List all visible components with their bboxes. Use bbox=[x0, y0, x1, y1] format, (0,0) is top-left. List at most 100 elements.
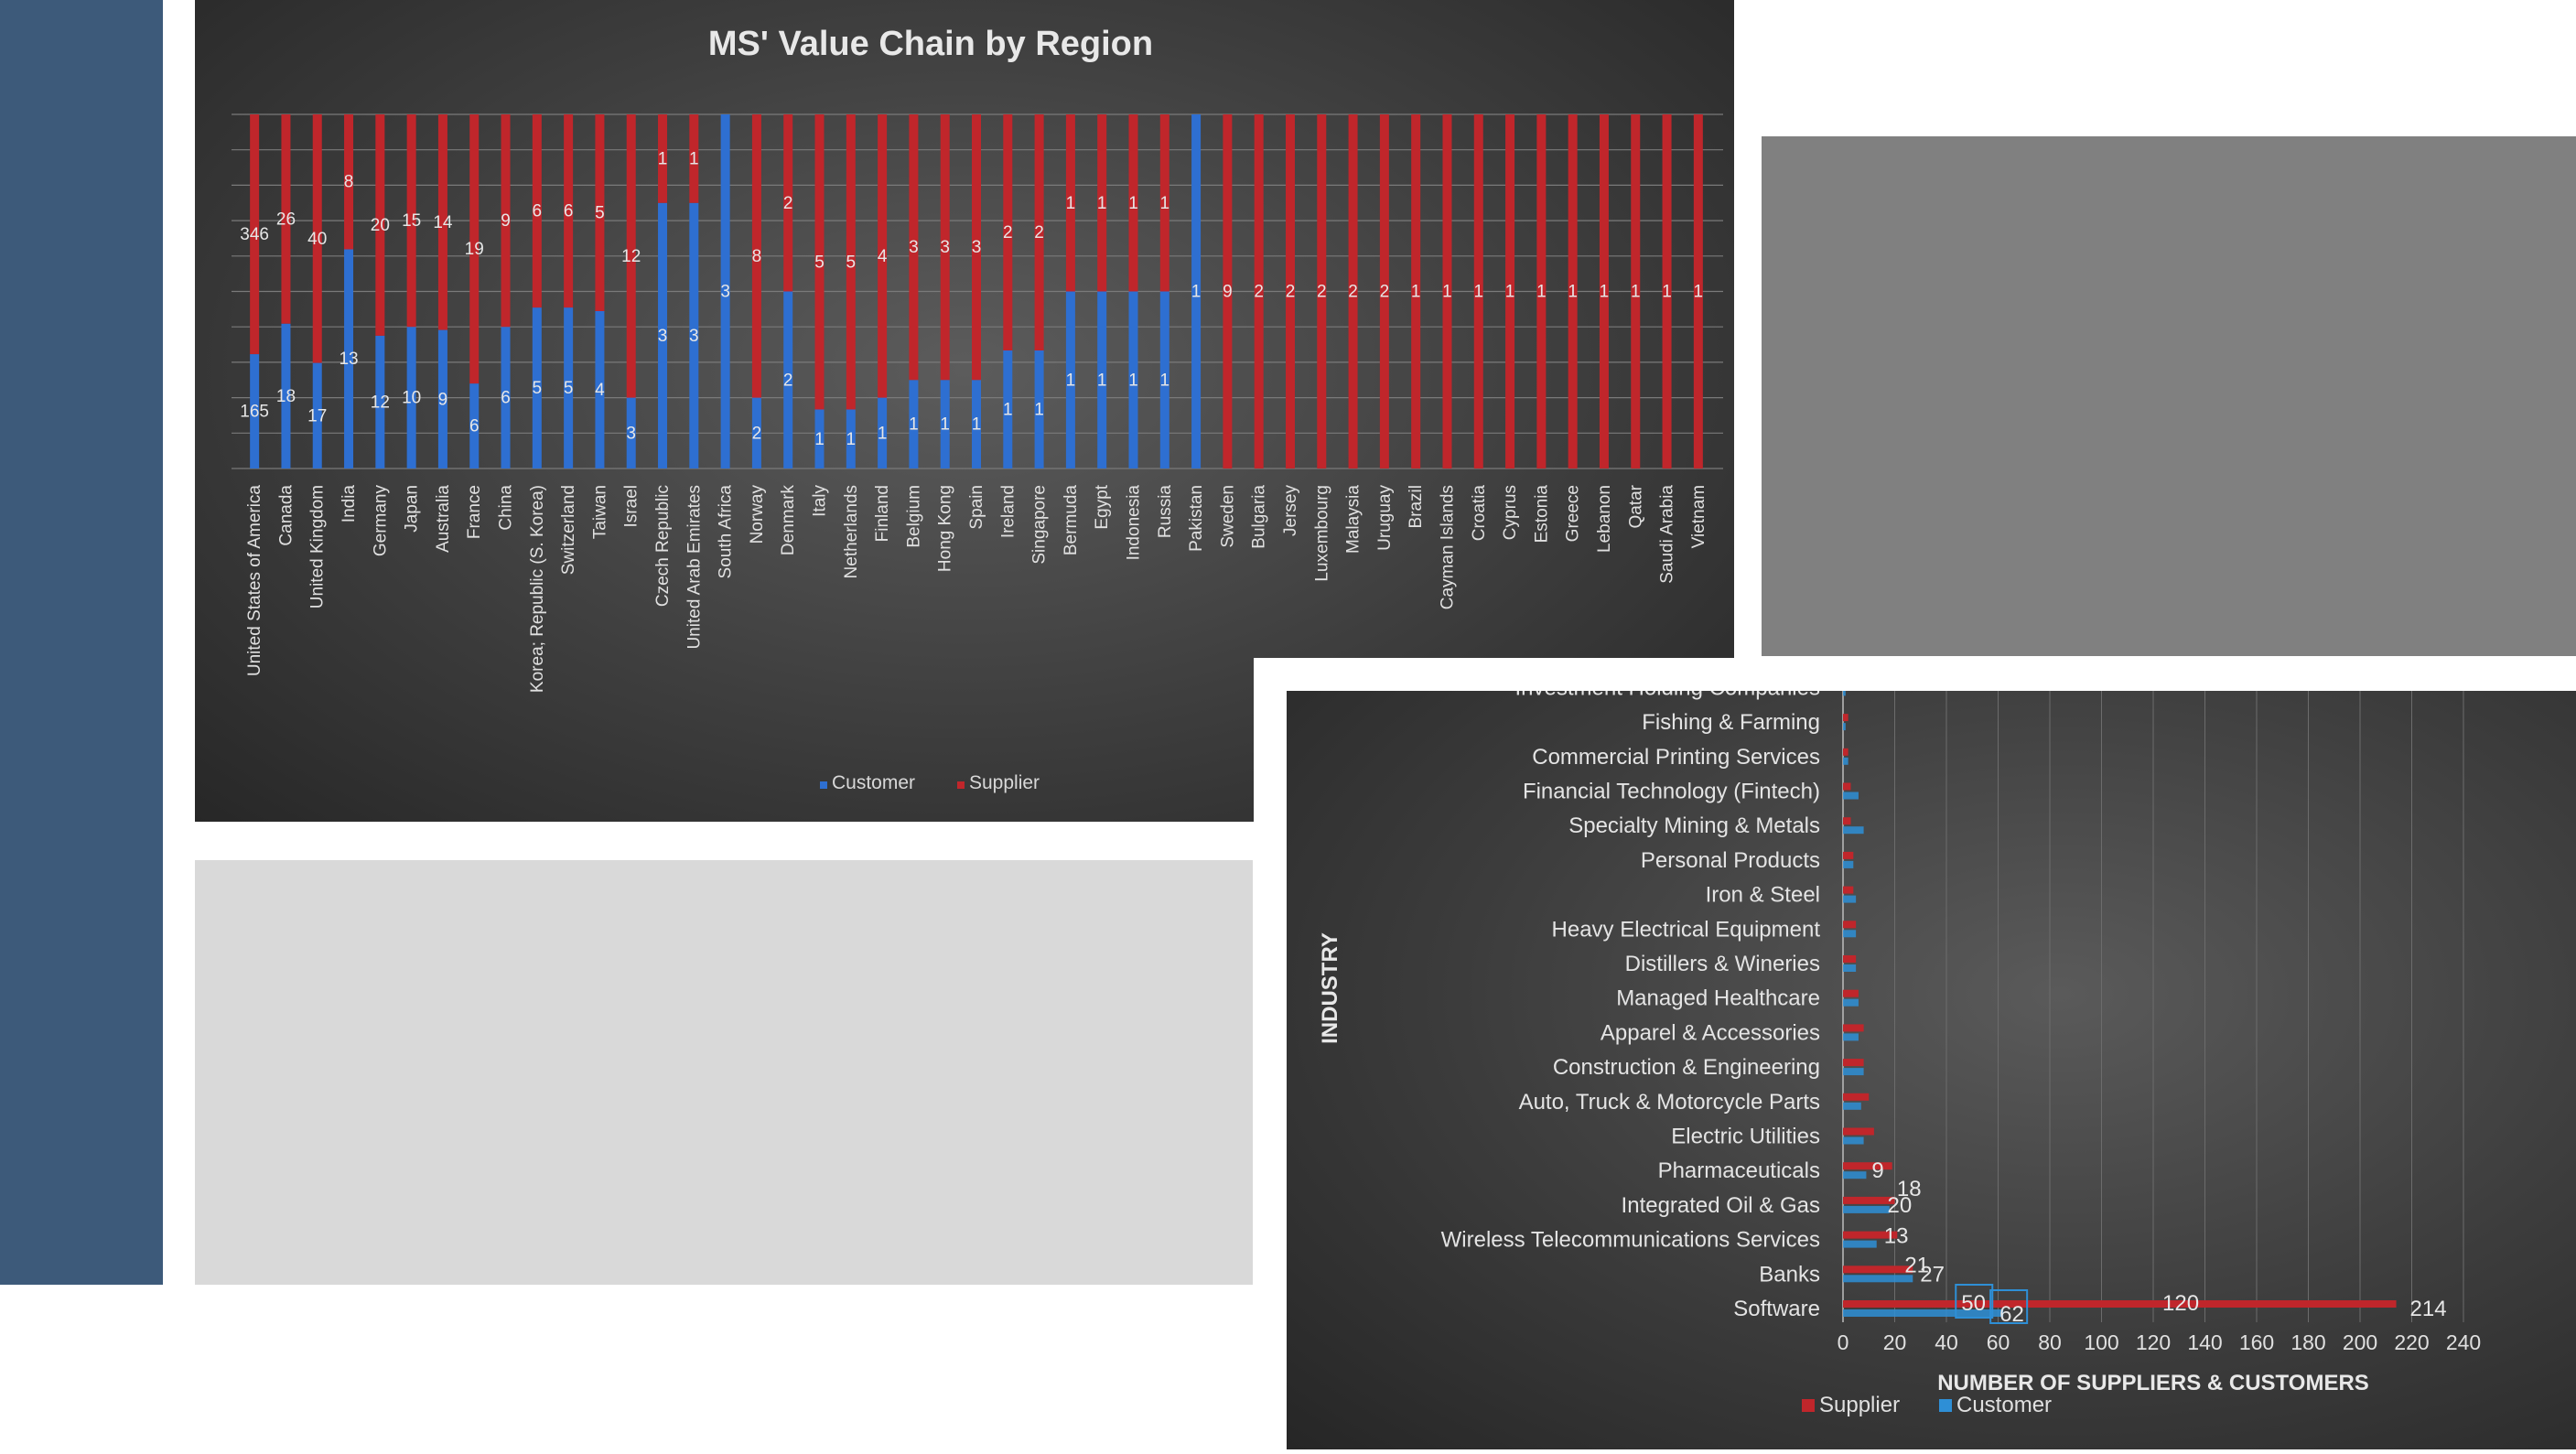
supplier-bar bbox=[972, 114, 981, 381]
supplier-bar bbox=[878, 114, 888, 398]
legend-supplier-label: Supplier bbox=[969, 772, 1040, 793]
customer-bar bbox=[1843, 1240, 1877, 1248]
supplier-value-label: 1 bbox=[1128, 194, 1138, 213]
customer-bar bbox=[751, 397, 761, 469]
industry-chart-panel: 0 20 40 60 80 100 120 140 160 180 200 220 240 Softwar… bbox=[1287, 675, 2576, 1449]
industry-label: Apparel & Accessories bbox=[1601, 1020, 1820, 1045]
x-tick-label: 0 bbox=[1838, 1330, 1849, 1354]
supplier-bar bbox=[751, 114, 761, 398]
customer-bar bbox=[1065, 291, 1075, 469]
supplier-bar bbox=[1843, 921, 1857, 929]
category-label: Cyprus bbox=[1501, 485, 1520, 540]
category-label: Spain bbox=[967, 485, 986, 530]
supplier-bar bbox=[469, 114, 480, 384]
supplier-bar bbox=[1065, 114, 1075, 292]
industry-label: Specialty Mining & Metals bbox=[1568, 813, 1820, 838]
supplier-bar bbox=[626, 114, 636, 398]
supplier-bar bbox=[501, 114, 511, 328]
supplier-value-label: 2 bbox=[1286, 283, 1296, 302]
industry-label: Heavy Electrical Equipment bbox=[1552, 917, 1821, 942]
supplier-bar bbox=[312, 114, 322, 363]
supplier-value-label: 1 bbox=[1600, 283, 1610, 302]
supplier-bar bbox=[1843, 1231, 1898, 1239]
supplier-bar bbox=[846, 114, 856, 410]
customer-value-label: 3 bbox=[626, 424, 636, 443]
customer-bar bbox=[1843, 1136, 1864, 1145]
customer-value-label: 1 bbox=[1097, 371, 1107, 390]
customer-bar bbox=[1034, 350, 1044, 469]
supplier-value-label: 2 bbox=[783, 194, 793, 213]
industry-label: Banks bbox=[1759, 1262, 1820, 1287]
customer-bar bbox=[1843, 860, 1854, 868]
supplier-value-label: 2 bbox=[1380, 283, 1390, 302]
customer-value-label: 1 bbox=[878, 424, 888, 443]
category-label: United Kingdom bbox=[308, 485, 328, 609]
supplier-bar bbox=[1843, 1266, 1913, 1274]
legend-customer-swatch bbox=[1939, 1399, 1952, 1412]
industry-label: Wireless Telecommunications Services bbox=[1441, 1228, 1820, 1253]
customer-bar bbox=[626, 397, 636, 469]
legend-customer-label: Customer bbox=[1956, 1393, 2052, 1417]
category-label: Denmark bbox=[779, 485, 798, 556]
supplier-bar bbox=[1505, 114, 1515, 469]
industry-label: Personal Products bbox=[1641, 848, 1820, 873]
category-label: Czech Republic bbox=[653, 485, 673, 607]
chart-title: MS' Value Chain by Region bbox=[708, 25, 1153, 63]
region-chart-panel: MS' Value Chain by Region 165 346 United St… bbox=[195, 0, 1734, 822]
x-tick-label: 20 bbox=[1883, 1330, 1907, 1354]
category-label: Singapore bbox=[1030, 485, 1050, 565]
supplier-bar bbox=[1285, 114, 1295, 469]
supplier-value-label: 26 bbox=[276, 210, 296, 229]
customer-value-label: 1 bbox=[1066, 371, 1076, 390]
supplier-bar bbox=[1159, 114, 1169, 292]
supplier-bar bbox=[1843, 1024, 1864, 1032]
industry-chart: 0 20 40 60 80 100 120 140 160 180 200 220 240 Softwar… bbox=[1318, 675, 2481, 1417]
x-tick-label: 140 bbox=[2187, 1330, 2222, 1354]
supplier-bar bbox=[909, 114, 919, 381]
customer-value-label: 6 bbox=[469, 417, 480, 436]
industry-label: Fishing & Farming bbox=[1642, 710, 1820, 735]
industry-label: Distillers & Wineries bbox=[1625, 952, 1820, 976]
industry-label: Construction & Engineering bbox=[1553, 1055, 1820, 1080]
category-label: United States of America bbox=[245, 485, 264, 677]
customer-bar bbox=[972, 380, 981, 469]
x-tick-label: 60 bbox=[1987, 1330, 2010, 1354]
customer-bar bbox=[344, 249, 354, 469]
customer-value-label: 3 bbox=[689, 327, 699, 346]
supplier-bar bbox=[1843, 955, 1857, 963]
customer-value-label: 1 bbox=[1003, 401, 1013, 420]
supplier-value-label: 1 bbox=[1097, 194, 1107, 213]
category-label: Bulgaria bbox=[1250, 485, 1269, 549]
category-label: Brazil bbox=[1407, 485, 1426, 529]
customer-value-label: 1 bbox=[940, 415, 950, 435]
supplier-bar bbox=[1536, 114, 1547, 469]
customer-bar bbox=[658, 202, 668, 469]
left-accent-strip bbox=[0, 0, 163, 1285]
customer-bar bbox=[1843, 1033, 1859, 1041]
category-label: Ireland bbox=[998, 485, 1018, 538]
supplier-value-label: 12 bbox=[621, 247, 641, 266]
light-placeholder-block bbox=[195, 860, 1253, 1285]
supplier-bar bbox=[1379, 114, 1389, 469]
supplier-value-label: 3 bbox=[909, 238, 919, 257]
category-label: Bermuda bbox=[1062, 485, 1081, 556]
category-label: Korea; Republic (S. Korea) bbox=[528, 485, 547, 693]
supplier-value-label: 1 bbox=[658, 149, 668, 168]
customer-bar bbox=[469, 383, 480, 469]
supplier-value-label: 8 bbox=[752, 247, 762, 266]
supplier-bar bbox=[1843, 817, 1851, 825]
category-label: Estonia bbox=[1532, 485, 1551, 544]
category-label: Israel bbox=[622, 485, 641, 527]
customer-value-label: 13 bbox=[1884, 1224, 1909, 1249]
supplier-bar bbox=[1599, 114, 1609, 469]
y-axis-title: INDUSTRY bbox=[1318, 932, 1342, 1044]
supplier-bar bbox=[1254, 114, 1264, 469]
supplier-value-label: 2 bbox=[1003, 223, 1013, 242]
supplier-value-label: 1 bbox=[1631, 283, 1641, 302]
customer-bar bbox=[250, 354, 260, 469]
category-label: Uruguay bbox=[1375, 485, 1395, 551]
legend-supplier-swatch bbox=[957, 781, 965, 789]
supplier-bar bbox=[1843, 989, 1859, 997]
supplier-value-label: 15 bbox=[402, 211, 421, 231]
